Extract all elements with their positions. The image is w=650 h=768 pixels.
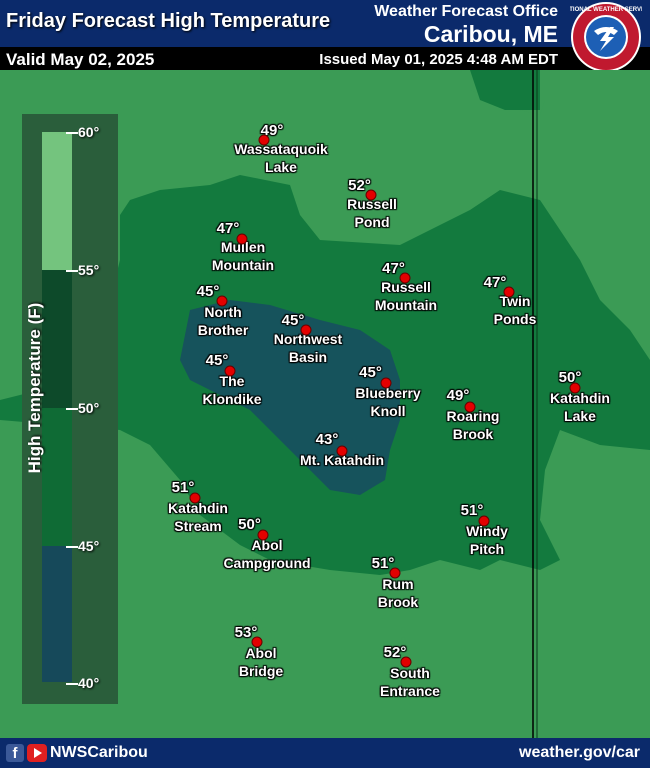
website-link[interactable]: weather.gov/car	[519, 744, 640, 761]
tick-40: 40°	[78, 675, 100, 691]
tick-mark-50	[66, 408, 78, 410]
point-label: 51° Windy Pitch	[460, 502, 508, 557]
point-marker	[236, 233, 248, 245]
office-city: Caribou, ME	[423, 21, 558, 47]
point-label: 51° Rum Brook	[371, 555, 419, 610]
point-marker	[399, 272, 411, 284]
point-label: 45° North Brother	[196, 283, 249, 338]
point-marker	[389, 567, 401, 579]
facebook-icon[interactable]: f	[6, 744, 24, 762]
point-marker	[336, 445, 348, 457]
point-label: 45° The Klondike	[202, 352, 262, 407]
youtube-icon[interactable]	[27, 744, 47, 762]
point-marker	[300, 324, 312, 336]
point-label: 47° Mullen Mountain	[211, 220, 275, 273]
point-marker	[400, 656, 412, 668]
tick-mark-55	[66, 270, 78, 272]
point-label: 45° Blueberry Knoll	[355, 364, 421, 419]
point-label: 52° Russell Pond	[347, 177, 397, 230]
point-label: 49° Wassataquoik Lake	[234, 122, 328, 175]
legend-swatch-40-45	[42, 546, 72, 682]
point-marker	[464, 401, 476, 413]
tick-mark-45	[66, 546, 78, 548]
header: Friday Forecast High Temperature Valid M…	[0, 0, 650, 72]
office-name: Weather Forecast Office	[374, 3, 558, 20]
point-marker	[569, 382, 581, 394]
point-marker	[365, 189, 377, 201]
point-label: 50° Abol Campground	[223, 516, 311, 571]
point-label: 51° Katahdin Stream	[168, 479, 228, 534]
point-label: 50° Katahdin Lake	[550, 369, 610, 424]
nws-logo: NATIONAL WEATHER SERVICE	[570, 2, 642, 72]
issued-time: Issued May 01, 2025 4:48 AM EDT	[319, 51, 558, 68]
point-marker	[224, 365, 236, 377]
valid-date: Valid May 02, 2025	[6, 50, 155, 69]
point-label: 47° Russell Mountain	[374, 260, 438, 313]
point-marker	[380, 377, 392, 389]
tick-45: 45°	[78, 538, 100, 554]
point-label: 53° Abol Bridge	[234, 624, 284, 679]
tick-mark-60	[66, 132, 78, 134]
point-label: 47° Twin Ponds	[483, 274, 537, 327]
point-label: 45° Northwest Basin	[273, 312, 343, 365]
legend-swatch-50-55	[42, 270, 72, 408]
tick-60: 60°	[78, 124, 100, 140]
point-marker	[251, 636, 263, 648]
social-handle[interactable]: NWSCaribou	[50, 744, 148, 761]
point-marker	[216, 295, 228, 307]
point-marker	[478, 515, 490, 527]
logo-text: NATIONAL WEATHER SERVICE	[570, 7, 642, 13]
legend-swatch-55-60	[42, 132, 72, 270]
tick-mark-40	[66, 683, 78, 685]
point-label: 52° South Entrance	[380, 644, 440, 699]
legend-color-bar	[42, 132, 72, 682]
point-marker	[189, 492, 201, 504]
point-marker	[503, 286, 515, 298]
area-45-50-north	[470, 70, 540, 110]
legend-swatch-45-50	[42, 408, 72, 546]
point-label: 49° Roaring Brook	[446, 387, 500, 442]
legend-title: High Temperature (F)	[25, 302, 44, 474]
point-marker	[257, 529, 269, 541]
tick-55: 55°	[78, 262, 100, 278]
point-label: 43° Mt. Katahdin	[300, 431, 384, 468]
point-marker	[258, 134, 270, 146]
footer: f NWSCaribou weather.gov/car	[0, 738, 650, 768]
valid-bar	[0, 47, 650, 70]
tick-50: 50°	[78, 400, 100, 416]
map-title: Friday Forecast High Temperature	[6, 10, 331, 32]
